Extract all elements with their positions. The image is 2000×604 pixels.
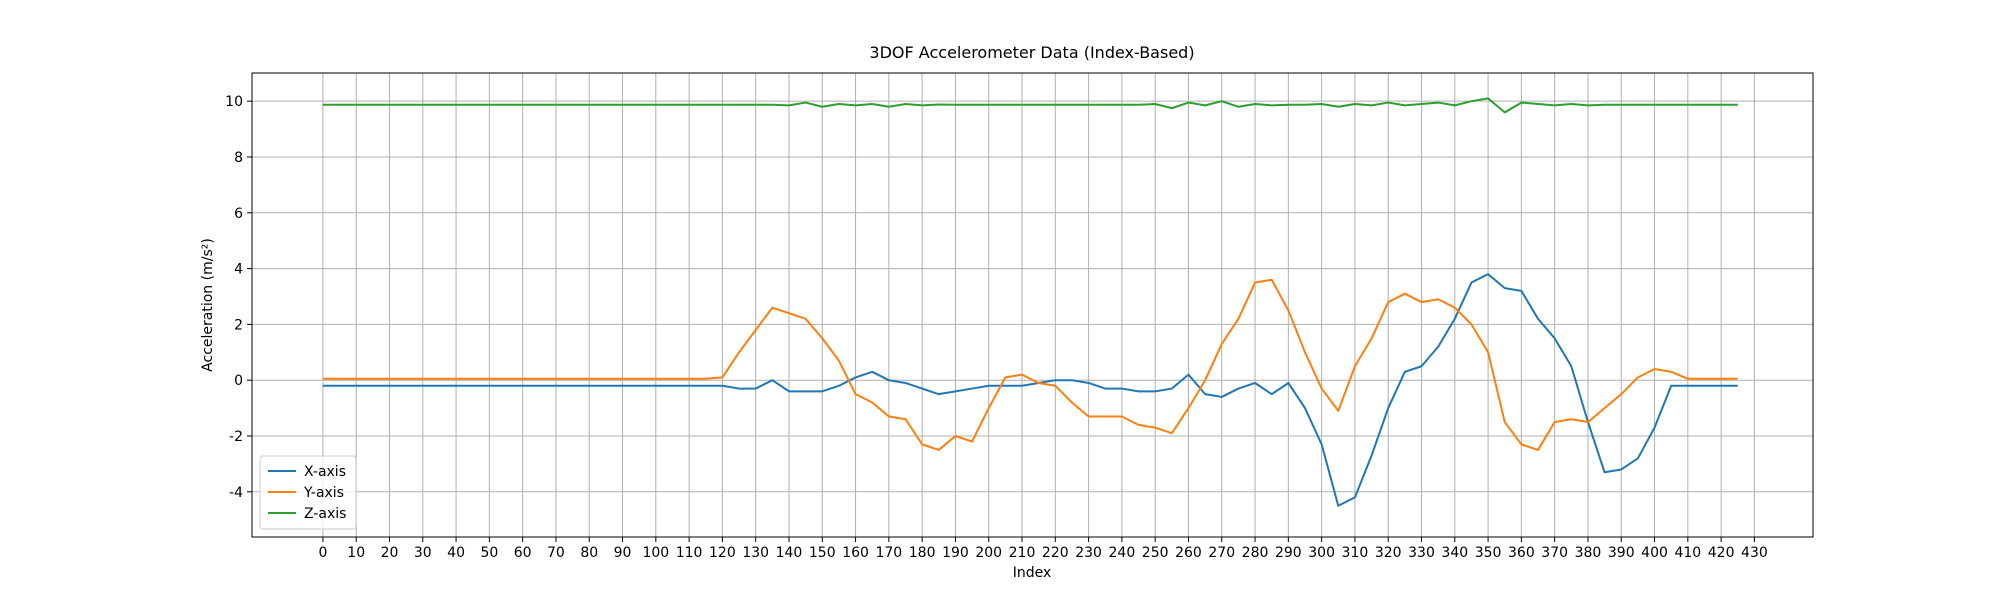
legend-label: Z-axis bbox=[304, 506, 346, 522]
x-axis-label: Index bbox=[1013, 565, 1052, 581]
x-tick-label: 240 bbox=[1109, 545, 1136, 561]
x-tick-label: 430 bbox=[1741, 545, 1768, 561]
x-tick-label: 290 bbox=[1275, 545, 1302, 561]
x-tick-label: 20 bbox=[381, 545, 399, 561]
y-tick-label: -4 bbox=[229, 485, 243, 501]
x-tick-label: 160 bbox=[842, 545, 869, 561]
x-tick-label: 90 bbox=[614, 545, 632, 561]
x-tick-label: 80 bbox=[580, 545, 598, 561]
x-tick-label: 30 bbox=[414, 545, 432, 561]
x-tick-label: 50 bbox=[480, 545, 498, 561]
x-tick-label: 100 bbox=[642, 545, 669, 561]
x-tick-label: 350 bbox=[1475, 545, 1502, 561]
x-tick-label: 110 bbox=[676, 545, 703, 561]
y-axis-label: Acceleration (m/s²) bbox=[200, 238, 216, 372]
x-tick-label: 330 bbox=[1408, 545, 1435, 561]
x-tick-label: 170 bbox=[875, 545, 902, 561]
x-tick-label: 260 bbox=[1175, 545, 1202, 561]
y-tick-label: 6 bbox=[234, 206, 243, 222]
x-tick-label: 200 bbox=[975, 545, 1002, 561]
legend-label: Y-axis bbox=[303, 485, 344, 501]
x-tick-label: 420 bbox=[1708, 545, 1735, 561]
x-tick-label: 320 bbox=[1375, 545, 1402, 561]
x-tick-label: 390 bbox=[1608, 545, 1635, 561]
x-tick-label: 280 bbox=[1242, 545, 1269, 561]
x-tick-label: 10 bbox=[347, 545, 365, 561]
x-tick-label: 210 bbox=[1009, 545, 1036, 561]
x-tick-label: 0 bbox=[318, 545, 327, 561]
x-tick-label: 230 bbox=[1075, 545, 1102, 561]
x-tick-label: 400 bbox=[1641, 545, 1668, 561]
y-tick-label: 4 bbox=[234, 262, 243, 278]
legend: X-axis Y-axis Z-axis bbox=[259, 455, 357, 530]
x-tick-label: 380 bbox=[1575, 545, 1602, 561]
y-tick-label: -2 bbox=[229, 429, 243, 445]
x-tick-label: 190 bbox=[942, 545, 969, 561]
x-tick-label: 360 bbox=[1508, 545, 1535, 561]
data-line bbox=[322, 273, 1738, 507]
y-tick-label: 0 bbox=[234, 373, 243, 389]
plot-frame bbox=[251, 72, 1814, 538]
chart-title: 3DOF Accelerometer Data (Index-Based) bbox=[869, 43, 1194, 62]
x-tick-label: 140 bbox=[776, 545, 803, 561]
x-tick-label: 70 bbox=[547, 545, 565, 561]
x-tick-label: 340 bbox=[1441, 545, 1468, 561]
x-tick-label: 300 bbox=[1308, 545, 1335, 561]
x-tick-label: 220 bbox=[1042, 545, 1069, 561]
y-tick-label: 8 bbox=[234, 150, 243, 166]
x-tick-label: 310 bbox=[1342, 545, 1369, 561]
x-tick-label: 410 bbox=[1674, 545, 1701, 561]
y-tick-label: 10 bbox=[225, 94, 243, 110]
x-tick-label: 150 bbox=[809, 545, 836, 561]
x-tick-label: 60 bbox=[514, 545, 532, 561]
x-tick-label: 40 bbox=[447, 545, 465, 561]
x-tick-label: 130 bbox=[742, 545, 769, 561]
x-tick-label: 270 bbox=[1208, 545, 1235, 561]
x-tick-label: 370 bbox=[1541, 545, 1568, 561]
y-tick-label: 2 bbox=[234, 317, 243, 333]
data-line bbox=[322, 278, 1738, 451]
x-tick-label: 250 bbox=[1142, 545, 1169, 561]
x-tick-label: 180 bbox=[909, 545, 936, 561]
data-line bbox=[322, 97, 1738, 114]
x-tick-label: 120 bbox=[709, 545, 736, 561]
legend-label: X-axis bbox=[304, 464, 346, 480]
legend-box bbox=[259, 455, 357, 530]
